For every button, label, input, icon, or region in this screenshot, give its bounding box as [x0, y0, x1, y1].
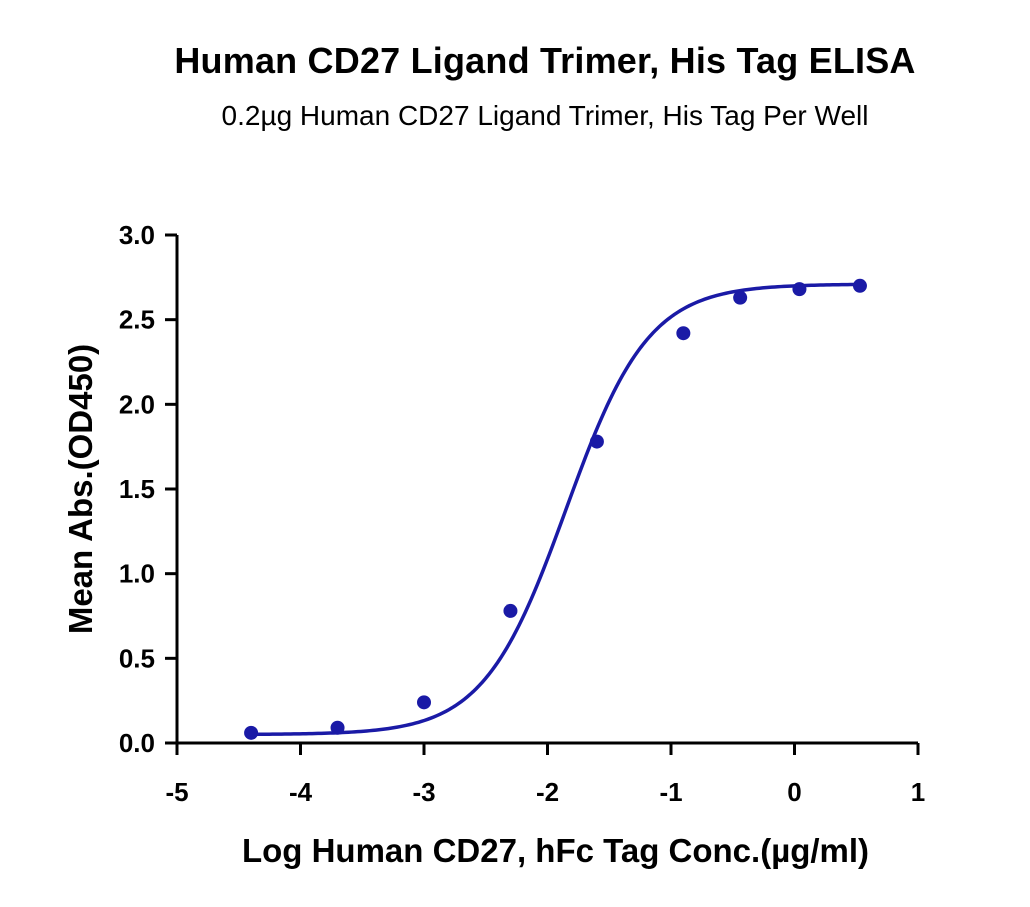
x-axis-label: Log Human CD27, hFc Tag Conc.(µg/ml)	[242, 832, 869, 869]
chart-title: Human CD27 Ligand Trimer, His Tag ELISA	[174, 40, 916, 81]
y-tick-label: 3.0	[119, 220, 155, 250]
data-point	[503, 603, 518, 618]
x-tick-label: 1	[911, 777, 925, 807]
x-tick-label: -2	[536, 777, 559, 807]
x-tick-label: -4	[289, 777, 313, 807]
x-axis-ticks: -5 -4 -3 -2 -1 0 1	[165, 743, 925, 807]
data-point	[244, 725, 259, 740]
fit-curve	[251, 282, 860, 737]
y-tick-label: 0.5	[119, 643, 155, 673]
x-tick-label: -3	[412, 777, 435, 807]
x-tick-label: -5	[165, 777, 188, 807]
data-points	[244, 278, 867, 740]
x-tick-label: 0	[787, 777, 801, 807]
data-point	[589, 434, 604, 449]
y-tick-label: 1.5	[119, 474, 155, 504]
y-axis-ticks: 0.0 0.5 1.0 1.5 2.0 2.5 3.0	[119, 220, 177, 758]
x-tick-label: -1	[659, 777, 682, 807]
chart-subtitle: 0.2µg Human CD27 Ligand Trimer, His Tag …	[221, 100, 869, 131]
data-point	[733, 290, 748, 305]
y-tick-label: 0.0	[119, 728, 155, 758]
fit-curve-layer	[251, 282, 860, 737]
data-point	[417, 695, 431, 710]
y-axis-label: Mean Abs.(OD450)	[62, 344, 99, 634]
data-point	[852, 278, 867, 293]
y-tick-label: 2.0	[119, 389, 155, 419]
data-point	[676, 326, 691, 341]
y-tick-label: 1.0	[119, 559, 155, 589]
data-point	[330, 720, 345, 735]
y-tick-label: 2.5	[119, 305, 155, 335]
data-point	[792, 282, 807, 297]
axes	[175, 235, 918, 745]
